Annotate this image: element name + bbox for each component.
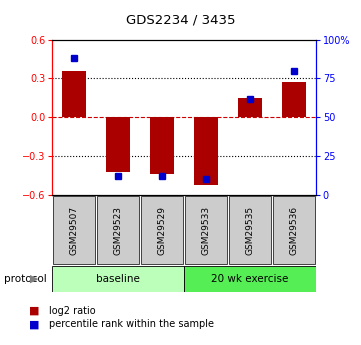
Bar [53,196,95,264]
Bar [52,266,184,292]
Bar [150,117,174,174]
Text: 20 wk exercise: 20 wk exercise [211,274,289,284]
Text: ■: ■ [29,319,40,329]
Bar [282,82,306,117]
Bar [97,196,139,264]
Text: ■: ■ [29,306,40,315]
Text: baseline: baseline [96,274,140,284]
Text: ▶: ▶ [30,274,39,284]
Text: GSM29533: GSM29533 [201,206,210,255]
Bar [184,266,316,292]
Bar [106,117,130,172]
Text: log2 ratio: log2 ratio [49,306,95,315]
Bar [194,117,218,185]
Text: GSM29523: GSM29523 [114,206,123,255]
Bar [185,196,227,264]
Text: protocol: protocol [4,274,46,284]
Text: GSM29535: GSM29535 [245,206,255,255]
Bar [229,196,271,264]
Bar [62,71,86,117]
Bar [141,196,183,264]
Bar [273,196,315,264]
Text: GSM29536: GSM29536 [290,206,299,255]
Text: GDS2234 / 3435: GDS2234 / 3435 [126,14,235,27]
Text: percentile rank within the sample: percentile rank within the sample [49,319,214,329]
Bar [238,98,262,117]
Text: GSM29529: GSM29529 [158,206,167,255]
Text: GSM29507: GSM29507 [70,206,79,255]
